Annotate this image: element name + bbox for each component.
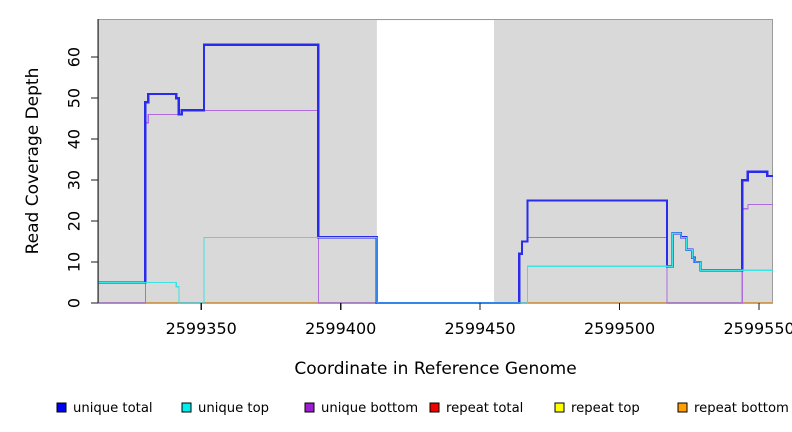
x-tick-label: 2599550 [723,319,792,338]
legend-label: unique bottom [321,401,418,416]
y-tick-label: 60 [65,47,84,67]
masked-region [376,20,494,303]
legend-label: unique top [198,401,269,416]
legend-swatch [429,402,440,413]
y-tick-label: 0 [65,298,84,308]
legend-swatch [56,402,67,413]
x-tick-label: 2599400 [305,319,376,338]
x-tick-label: 2599350 [166,319,237,338]
y-tick-label: 30 [65,170,84,190]
x-tick-label: 2599450 [444,319,515,338]
legend-swatch [181,402,192,413]
y-tick-label: 20 [65,211,84,231]
y-tick-label: 10 [65,252,84,272]
x-tick-label: 2599500 [584,319,655,338]
legend-label: repeat top [571,401,640,416]
legend-swatch [554,402,565,413]
legend-swatch [304,402,315,413]
legend-swatch [677,402,688,413]
y-tick-label: 40 [65,129,84,149]
x-axis-title: Coordinate in Reference Genome [294,359,576,379]
y-tick-label: 50 [65,88,84,108]
legend-label: repeat total [446,401,523,416]
y-axis-title: Read Coverage Depth [23,68,43,255]
legend-label: repeat bottom [694,401,789,416]
legend-label: unique total [73,401,153,416]
series-line-unique-top [98,232,773,304]
